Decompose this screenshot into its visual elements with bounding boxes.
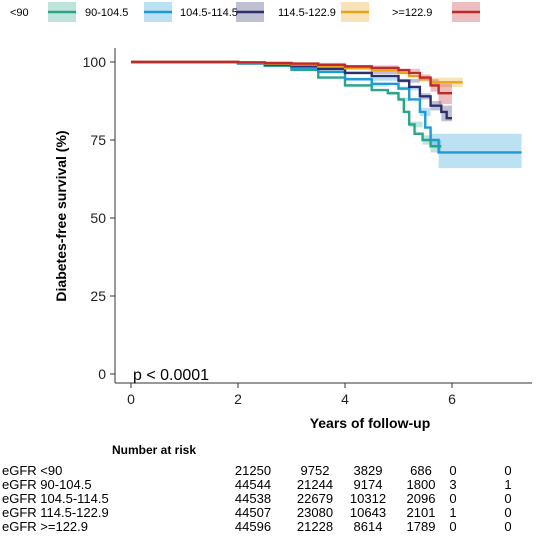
- risk-count-1-3: 1800: [407, 477, 436, 492]
- x-tick-label-3: 6: [448, 391, 456, 407]
- band-1: [131, 62, 522, 169]
- risk-count-2-1: 22679: [297, 491, 333, 506]
- curve-4: [131, 60, 452, 95]
- risk-count-3-1: 23080: [297, 505, 333, 520]
- risk-count-2-2: 10312: [350, 491, 386, 506]
- y-tick-label-0: 0: [98, 366, 106, 382]
- risk-count-3-4: 1: [449, 505, 456, 520]
- risk-row-label-egfr-90: eGFR <90: [2, 463, 62, 478]
- curve-0: [131, 60, 442, 148]
- risk-count-3-0: 44507: [235, 505, 271, 520]
- legend-label-3: 114.5-122.9: [278, 7, 336, 19]
- y-tick-label-4: 100: [83, 54, 107, 70]
- risk-count-3-5: 0: [504, 505, 511, 520]
- risk-count-2-5: 0: [504, 491, 511, 506]
- risk-count-2-0: 44538: [235, 491, 271, 506]
- risk-count-4-5: 0: [504, 519, 511, 534]
- y-tick-label-3: 75: [90, 132, 106, 148]
- risk-row-label-egfr-104-5-114-5: eGFR 104.5-114.5: [2, 491, 109, 506]
- legend: <90 90-104.5 104.5-114.5 114.5-122.9 >=122.9: [10, 2, 480, 22]
- legend-label-2: 104.5-114.5: [180, 7, 238, 19]
- x-tick-label-0: 0: [127, 391, 135, 407]
- ticks: 0 2 4 6 0 25 50 75 100: [83, 54, 456, 407]
- legend-label-1: 90-104.5: [85, 7, 128, 19]
- risk-count-4-1: 21228: [297, 519, 333, 534]
- risk-count-4-0: 44596: [235, 519, 271, 534]
- risk-row-label-egfr-114-5-122-9: eGFR 114.5-122.9: [2, 505, 109, 520]
- y-axis-title: Diabetes-free survival (%): [53, 130, 69, 301]
- x-tick-label-1: 2: [234, 391, 242, 407]
- x-axis-title: Years of follow-up: [310, 415, 431, 431]
- legend-label-0: <90: [10, 7, 29, 19]
- risk-count-1-5: 1: [504, 477, 511, 492]
- risk-count-3-2: 10643: [350, 505, 386, 520]
- axes: [114, 48, 532, 384]
- x-tick-label-2: 4: [341, 391, 349, 407]
- risk-count-0-0: 21250: [235, 463, 271, 478]
- y-tick-label-2: 50: [90, 210, 106, 226]
- legend-label-4: >=122.9: [392, 7, 432, 19]
- risk-count-4-4: 0: [449, 519, 456, 534]
- risk-row-label-egfr-122-9: eGFR >=122.9: [2, 519, 88, 534]
- risk-count-0-5: 0: [504, 463, 511, 478]
- survival-curves: [131, 60, 522, 154]
- risk-count-1-2: 9174: [354, 477, 383, 492]
- risk-count-0-3: 686: [410, 463, 432, 478]
- risk-count-1-0: 44544: [235, 477, 271, 492]
- risk-table-title: Number at risk: [112, 443, 196, 457]
- risk-count-0-2: 3829: [354, 463, 383, 478]
- risk-count-2-3: 2096: [407, 491, 436, 506]
- risk-count-2-4: 0: [449, 491, 456, 506]
- risk-count-3-3: 2101: [407, 505, 436, 520]
- p-value-annotation: p < 0.0001: [133, 367, 209, 384]
- risk-count-4-2: 8614: [354, 519, 383, 534]
- risk-count-1-1: 21244: [297, 477, 333, 492]
- risk-count-4-3: 1789: [407, 519, 436, 534]
- risk-row-label-egfr-90-104-5: eGFR 90-104.5: [2, 477, 92, 492]
- risk-count-0-4: 0: [449, 463, 456, 478]
- y-tick-label-1: 25: [90, 288, 106, 304]
- risk-count-0-1: 9752: [301, 463, 330, 478]
- risk-count-1-4: 3: [449, 477, 456, 492]
